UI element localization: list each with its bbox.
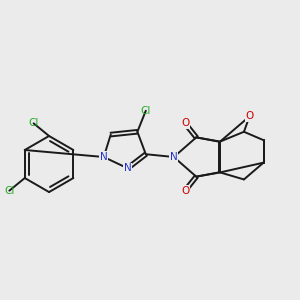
Text: O: O	[181, 118, 189, 128]
Text: Cl: Cl	[4, 186, 14, 196]
Text: N: N	[100, 152, 108, 162]
Text: O: O	[181, 186, 189, 196]
Text: Cl: Cl	[141, 106, 151, 116]
Text: O: O	[245, 111, 254, 122]
Text: N: N	[124, 163, 131, 173]
Text: N: N	[170, 152, 178, 162]
Text: Cl: Cl	[28, 118, 39, 128]
